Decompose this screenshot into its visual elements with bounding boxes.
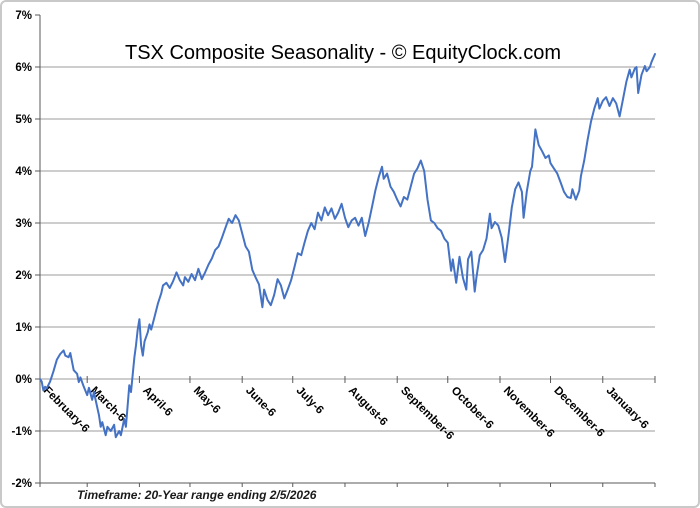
y-tick-label: -2% <box>12 478 32 490</box>
y-tick-label: 5% <box>15 114 32 126</box>
x-tick-label: February-6 <box>41 385 92 436</box>
x-tick-label: January-6 <box>604 385 651 432</box>
series <box>39 53 656 439</box>
timeframe-note: Timeframe: 20-Year range ending 2/5/2026 <box>77 488 317 502</box>
gridlines <box>40 66 655 432</box>
y-tick-label: -1% <box>12 426 32 438</box>
x-tick-label: July-6 <box>294 385 326 417</box>
x-tick-label: April-6 <box>140 385 174 419</box>
y-axis-labels: 7% 6% 5% 4% 3% 2% 1% 0% -1% -2% <box>12 10 32 490</box>
y-tick-label: 3% <box>15 218 32 230</box>
tick-marks <box>35 14 656 487</box>
chart-title: TSX Composite Seasonality - © EquityCloc… <box>124 42 561 64</box>
seasonality-line <box>39 53 656 439</box>
x-tick-label: November-6 <box>501 385 556 440</box>
x-tick-label: May-6 <box>191 385 223 417</box>
x-tick-label: June-6 <box>243 385 278 420</box>
y-tick-label: 0% <box>15 374 32 386</box>
y-tick-label: 4% <box>15 166 32 178</box>
y-tick-label: 7% <box>15 10 32 22</box>
y-tick-label: 6% <box>15 62 32 74</box>
x-tick-label: August-6 <box>346 385 390 429</box>
axes <box>39 15 655 484</box>
x-tick-label: March-6 <box>88 385 128 425</box>
x-tick-label: September-6 <box>398 385 456 443</box>
y-tick-label: 1% <box>15 322 32 334</box>
x-tick-label: October-6 <box>449 385 496 432</box>
y-tick-label: 2% <box>15 270 32 282</box>
